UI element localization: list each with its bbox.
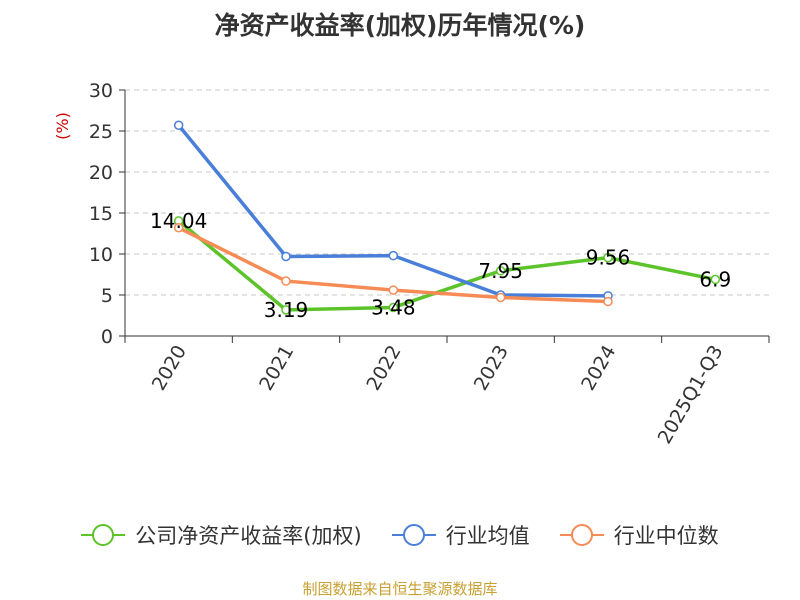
data-point	[173, 120, 184, 131]
legend-item[interactable]: 行业中位数	[559, 520, 719, 550]
legend-label: 行业均值	[445, 524, 530, 548]
data-labels: 14.04 3.19 3.48 7.95 9.56 6.9	[150, 209, 731, 322]
legend-marker-icon	[391, 523, 436, 547]
data-label: 3.19	[264, 298, 309, 322]
legend-circle	[570, 524, 593, 546]
data-point	[603, 252, 613, 263]
data-point	[495, 292, 506, 303]
legend-marker-icon	[559, 523, 604, 547]
x-tick-label: 2022	[362, 342, 405, 395]
source-note: 制图数据来自恒生聚源数据库	[302, 580, 498, 598]
legend-item[interactable]: 行业均值	[391, 520, 530, 550]
x-tick-label: 2023	[470, 341, 513, 394]
x-tick-label: 2020	[148, 342, 191, 395]
data-label: 3.48	[371, 295, 416, 319]
series-lines	[173, 120, 721, 315]
data-point	[281, 251, 291, 262]
data-label: 14.04	[150, 209, 207, 233]
data-label: 6.9	[699, 267, 731, 291]
legend-label: 公司净资产收益率(加权)	[135, 524, 362, 548]
legend-circle	[402, 524, 425, 546]
legend-label: 行业中位数	[613, 524, 719, 548]
data-point	[281, 276, 291, 286]
data-point	[603, 296, 613, 307]
data-point	[281, 305, 291, 315]
x-tick-label: 2025Q1-Q3	[654, 342, 728, 448]
y-axis-label: (%)	[53, 112, 72, 140]
data-point	[388, 302, 399, 313]
y-tick-label: 10	[89, 244, 113, 266]
y-tick-label: 15	[89, 203, 113, 225]
y-tick-label: 0	[101, 326, 113, 348]
legend-circle	[92, 524, 115, 546]
data-point	[495, 266, 506, 276]
grid-lines	[125, 89, 769, 296]
y-tick-label: 20	[89, 162, 113, 184]
data-point	[710, 274, 721, 285]
data-point	[388, 250, 399, 261]
series-line	[177, 124, 609, 298]
data-point	[388, 285, 399, 295]
x-tick-label: 2024	[577, 342, 620, 395]
data-point	[173, 223, 184, 233]
y-tick-label: 25	[89, 121, 113, 143]
data-label: 7.95	[478, 259, 523, 283]
y-tick-label: 5	[101, 285, 113, 307]
x-tick-label: 2021	[255, 342, 298, 395]
data-label: 9.56	[586, 246, 631, 270]
legend-item[interactable]: 公司净资产收益率(加权)	[81, 520, 362, 550]
series-line	[177, 219, 716, 312]
y-tick-label: 30	[89, 80, 113, 102]
legend: 公司净资产收益率(加权) 行业均值 行业中位数	[0, 520, 800, 550]
legend-marker-icon	[81, 523, 126, 547]
chart-title: 净资产收益率(加权)历年情况(%)	[214, 11, 586, 40]
